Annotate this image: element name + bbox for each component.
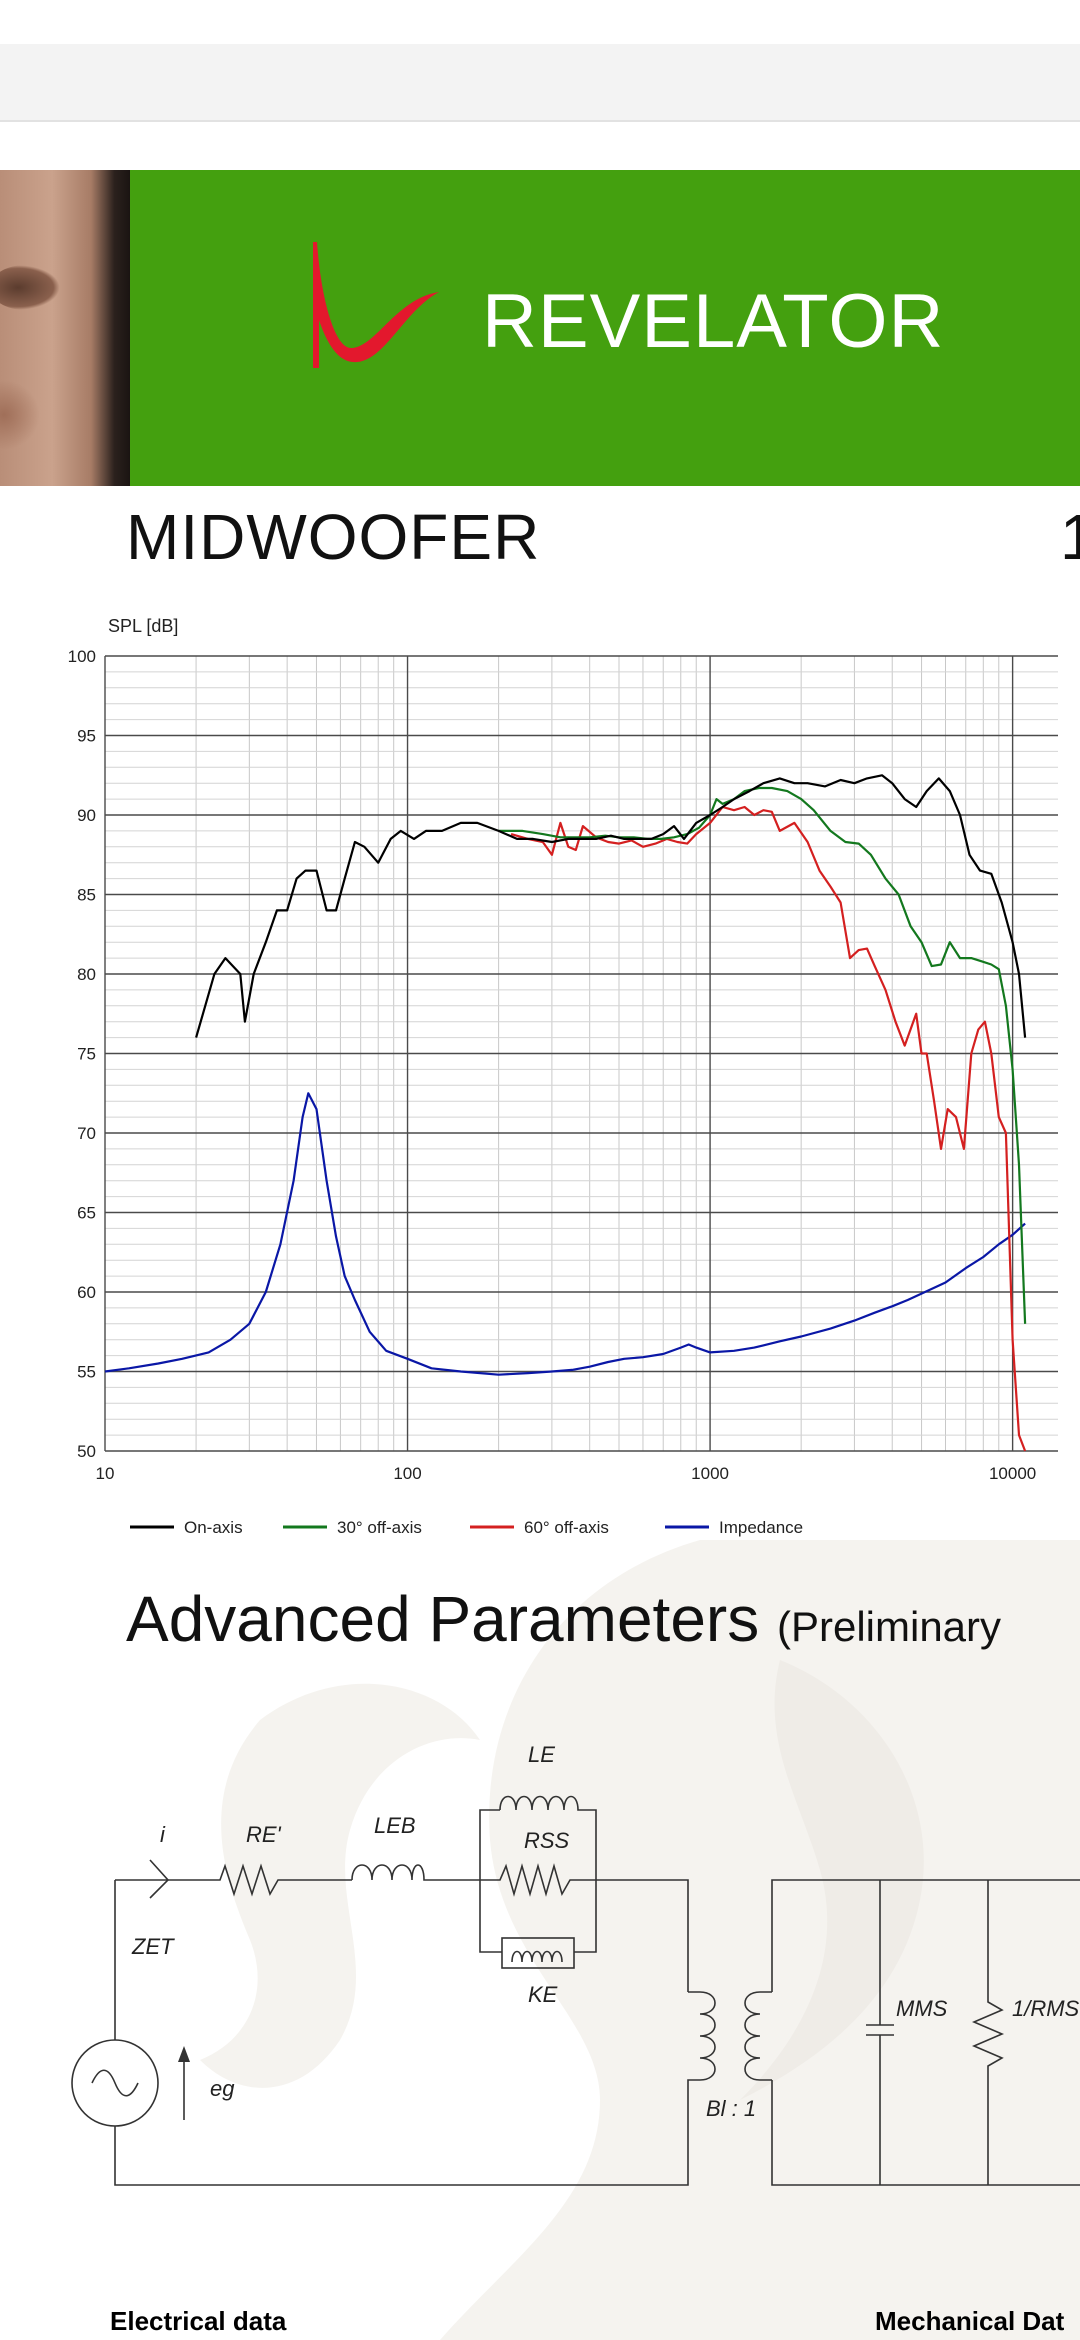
x-tick-labels: 10 100 1000 10000 — [96, 1464, 1037, 1483]
series-lines — [104, 774, 1027, 1452]
face-photo — [0, 170, 130, 486]
y-tick-label: 55 — [77, 1363, 96, 1382]
y-tick-label: 95 — [77, 727, 96, 746]
y-tick-label: 65 — [77, 1204, 96, 1223]
browser-top-bar — [0, 0, 1080, 45]
label-rss: RSS — [524, 1828, 570, 1853]
equivalent-circuit-diagram: i RE' LEB LE RSS KE ZET eg Bl : 1 MMS 1/… — [71, 1742, 1080, 2186]
x-tick-label: 1000 — [691, 1464, 729, 1483]
series-line-2 — [510, 805, 1027, 1452]
label-bl: Bl : 1 — [706, 2096, 756, 2121]
mechanical-data-heading: Mechanical Dat — [875, 2306, 1065, 2336]
label-le: LE — [528, 1742, 555, 1767]
x-tick-label: 10 — [96, 1464, 115, 1483]
y-tick-label: 100 — [68, 647, 96, 666]
brand-name: REVELATOR — [482, 279, 945, 364]
advanced-parameters-heading: Advanced Parameters (Preliminary — [126, 1582, 1001, 1656]
red-swoosh-logo — [313, 242, 439, 368]
y-tick-label: 80 — [77, 965, 96, 984]
y-tick-label: 75 — [77, 1045, 96, 1064]
brand-banner: REVELATOR — [0, 170, 1080, 486]
y-tick-label: 70 — [77, 1124, 96, 1143]
legend-label: Impedance — [719, 1518, 803, 1537]
legend-label: 60° off-axis — [524, 1518, 609, 1537]
label-mms: MMS — [896, 1996, 948, 2021]
y-axis-label: SPL [dB] — [108, 616, 178, 636]
y-tick-labels: 100 95 90 85 80 75 70 65 60 55 50 — [68, 647, 96, 1461]
product-title-extra: 1 — [1060, 501, 1080, 573]
product-title: MIDWOOFER — [126, 501, 541, 573]
label-ke: KE — [528, 1982, 558, 2007]
legend-label: On-axis — [184, 1518, 243, 1537]
x-tick-label: 100 — [393, 1464, 421, 1483]
label-i: i — [160, 1822, 166, 1847]
y-tick-label: 85 — [77, 886, 96, 905]
y-tick-label: 60 — [77, 1283, 96, 1302]
chart-legend: On-axis 30° off-axis 60° off-axis Impedance — [130, 1518, 803, 1537]
label-rms: 1/RMS — [1012, 1996, 1080, 2021]
grid-major — [104, 655, 1058, 1452]
browser-address-bar[interactable] — [0, 44, 1080, 122]
x-tick-label: 10000 — [989, 1464, 1036, 1483]
series-line-1 — [498, 786, 1027, 1324]
advanced-title: Advanced Parameters — [126, 1583, 760, 1655]
label-zet: ZET — [131, 1934, 175, 1959]
legend-label: 30° off-axis — [337, 1518, 422, 1537]
y-tick-label: 90 — [77, 806, 96, 825]
advanced-subtitle: (Preliminary — [777, 1603, 1002, 1650]
series-line-0 — [195, 774, 1027, 1038]
series-line-3 — [104, 1092, 1026, 1376]
label-eg: eg — [210, 2076, 235, 2101]
y-tick-label: 50 — [77, 1442, 96, 1461]
label-re: RE' — [246, 1822, 282, 1847]
label-leb: LEB — [374, 1813, 416, 1838]
electrical-data-heading: Electrical data — [110, 2306, 287, 2336]
